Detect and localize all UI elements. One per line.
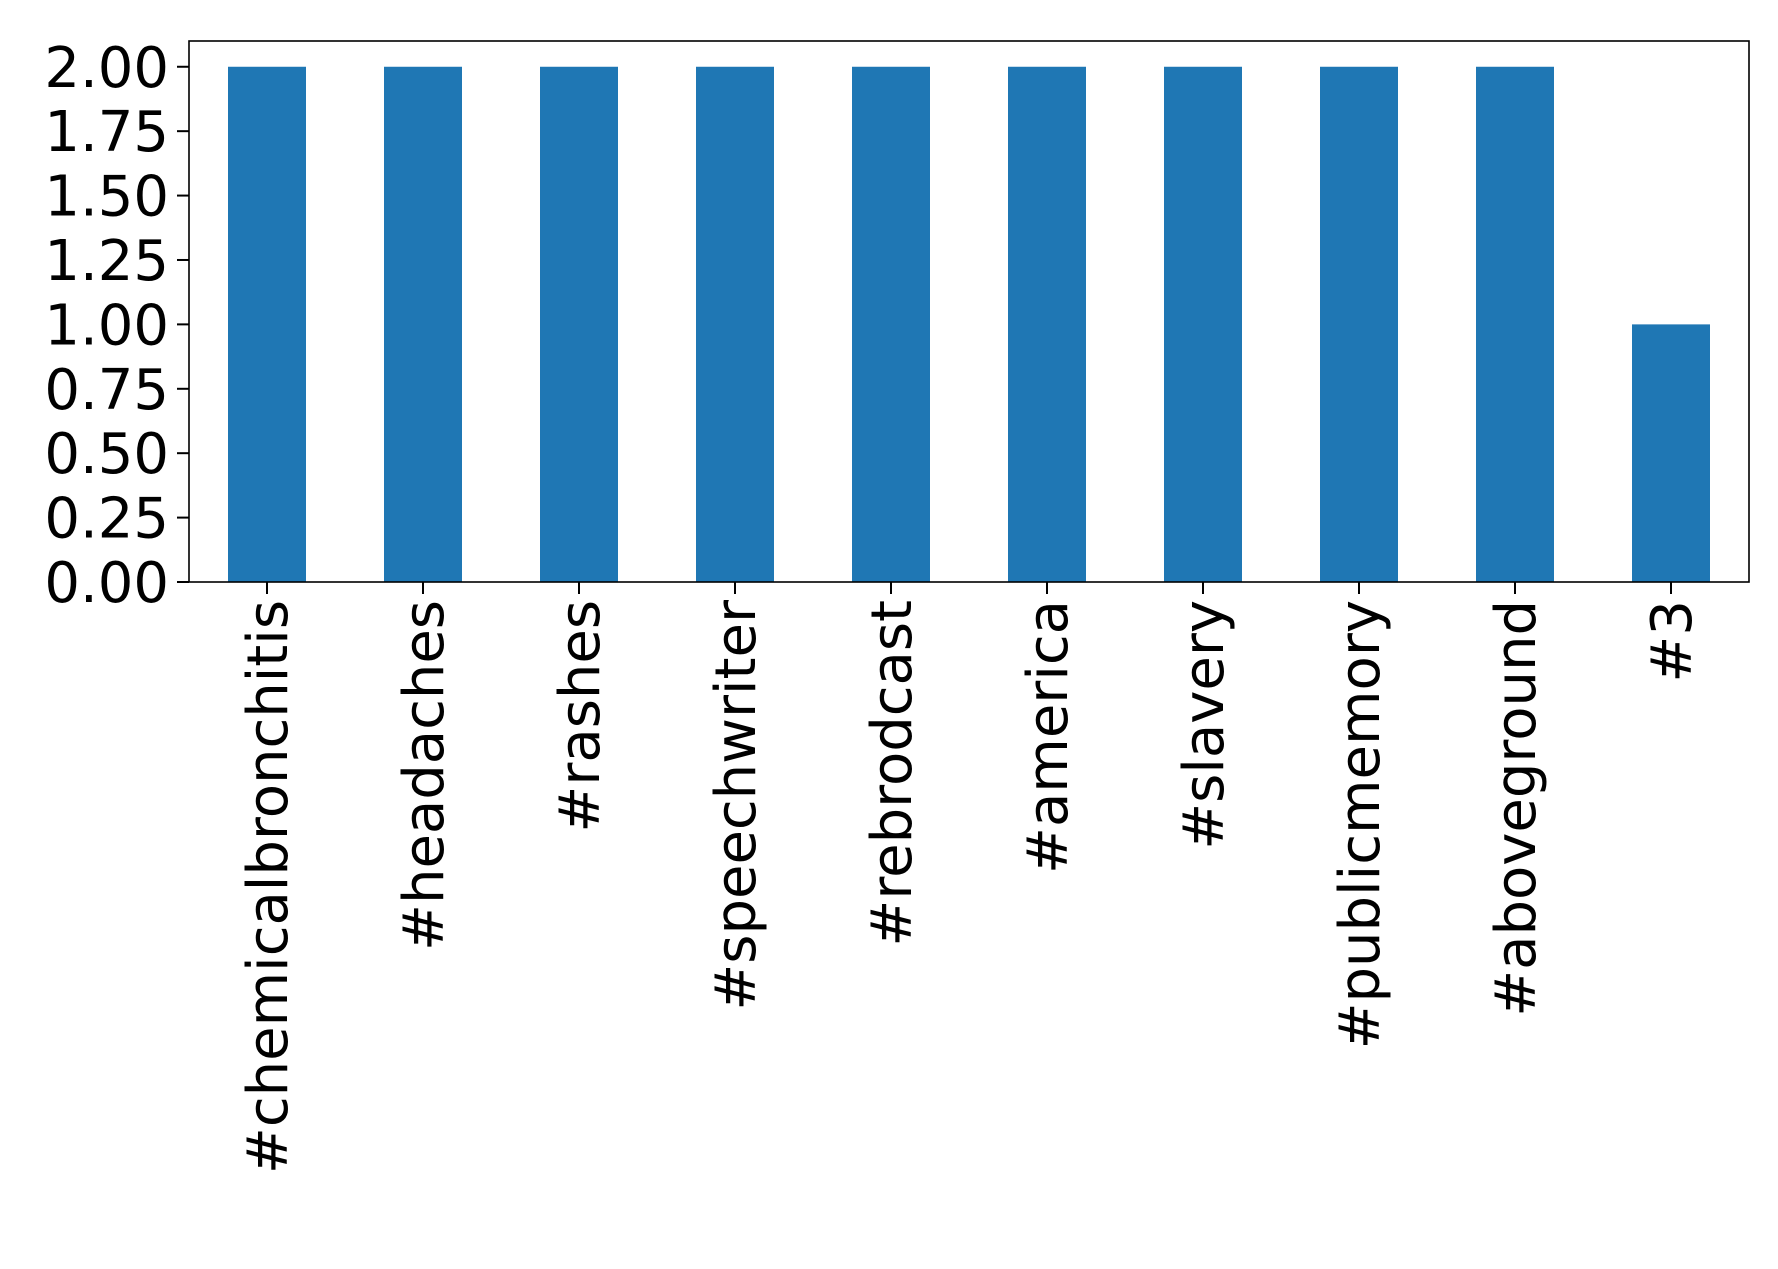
y-tick-label-1: 0.25	[44, 487, 169, 552]
y-tick-label-8: 2.00	[44, 36, 169, 101]
x-tick-label-5: #america	[1016, 600, 1081, 874]
y-tick-label-6: 1.50	[44, 165, 169, 230]
y-tick-label-2: 0.50	[44, 422, 169, 487]
bar-4	[852, 66, 930, 582]
bar-0	[228, 66, 306, 582]
x-tick-label-8: #aboveground	[1484, 600, 1549, 1017]
y-axis: 0.000.250.500.751.001.251.501.752.00	[44, 36, 189, 616]
bars-layer	[228, 66, 1710, 582]
y-tick-label-7: 1.75	[44, 100, 169, 165]
bar-8	[1476, 66, 1554, 582]
x-tick-label-1: #headaches	[392, 600, 457, 951]
bar-3	[696, 66, 774, 582]
y-tick-label-5: 1.25	[44, 229, 169, 294]
bar-2	[540, 66, 618, 582]
x-tick-label-2: #rashes	[548, 600, 613, 833]
x-axis: #chemicalbronchitis #headaches #rashes #spe…	[236, 582, 1705, 1174]
x-tick-label-9: #3	[1640, 600, 1705, 683]
x-tick-label-0: #chemicalbronchitis	[236, 600, 301, 1174]
x-tick-label-7: #publicmemory	[1328, 600, 1393, 1049]
bar-9	[1632, 324, 1710, 582]
x-tick-label-6: #slavery	[1172, 600, 1237, 850]
x-tick-label-3: #speechwriter	[704, 599, 769, 1011]
x-tick-label-4: #rebrodcast	[860, 600, 925, 947]
bar-6	[1164, 66, 1242, 582]
bar-5	[1008, 66, 1086, 582]
y-tick-label-4: 1.00	[44, 293, 169, 358]
bar-1	[384, 66, 462, 582]
plot-area-frame	[188, 40, 1750, 583]
y-tick-label-3: 0.75	[44, 358, 169, 423]
bar-7	[1320, 66, 1398, 582]
y-tick-label-0: 0.00	[44, 551, 169, 616]
